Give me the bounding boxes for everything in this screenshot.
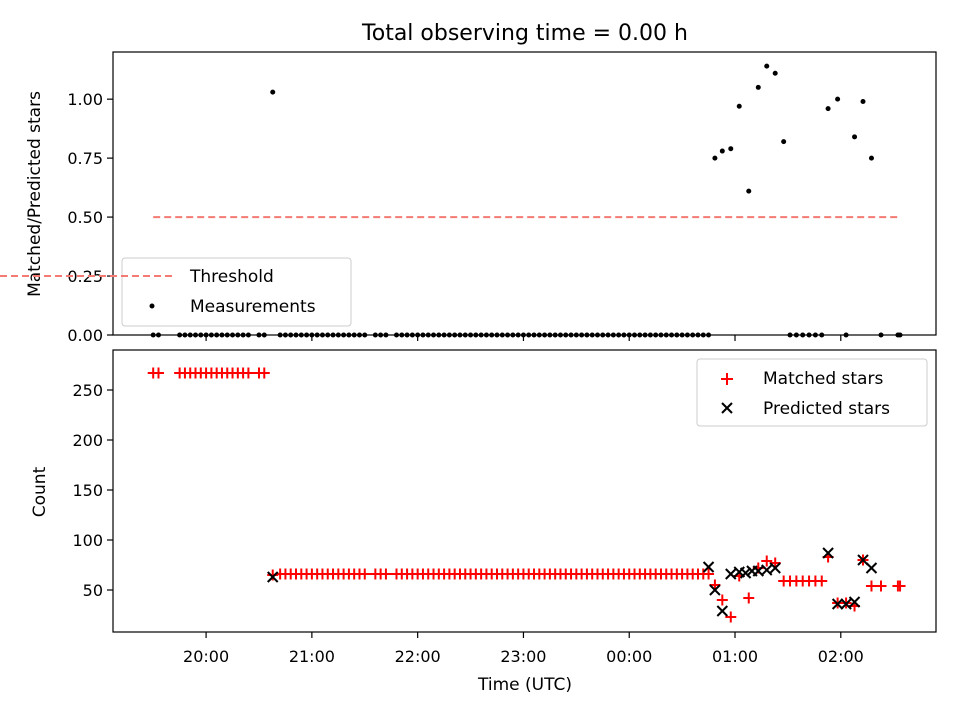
count-x-axis-label: Time (UTC)	[477, 675, 572, 695]
count-y-axis: 50 100 150 200 250	[72, 381, 113, 600]
predicted-star-point	[267, 571, 279, 583]
measurement-point	[772, 70, 778, 76]
count-x-axis: 20:00 21:00 22:00 23:00 00:00 01:00 02:00	[183, 632, 864, 666]
ratio-legend: Threshold Measurements	[0, 257, 352, 327]
ratio-y-axis-label: Matched/Predicted stars	[25, 91, 45, 297]
predicted-star-point	[702, 561, 715, 573]
predicted-star-point	[769, 562, 781, 574]
predicted-star-point	[840, 598, 852, 610]
matched-star-point	[703, 568, 715, 580]
matched-star-point	[816, 575, 828, 587]
measurement-point	[825, 106, 831, 112]
matched-star-point	[894, 580, 906, 592]
count-x-tick-label: 20:00	[183, 647, 229, 666]
measurement-point	[712, 155, 718, 161]
chart-title: Total observing time = 0.00 h	[361, 21, 688, 46]
matched-star-point	[359, 568, 371, 580]
ratio-x-ticks	[205, 335, 842, 341]
measurement-point	[746, 188, 752, 194]
count-y-tick-label: 200	[72, 431, 103, 450]
count-legend-box	[696, 358, 928, 427]
ratio-panel: 0.00 0.25 0.50 0.75 1.00 Matched/Predicted s…	[0, 51, 937, 345]
count-y-tick-label: 50	[83, 581, 103, 600]
predicted-star-point	[848, 596, 861, 608]
matched-star-point	[716, 594, 728, 606]
matched-star-point	[152, 367, 164, 379]
predicted-star-point	[831, 598, 844, 610]
count-x-tick-label: 00:00	[606, 647, 652, 666]
count-legend: Matched stars Predicted stars	[696, 358, 928, 427]
ratio-y-tick-label: 0.75	[67, 149, 103, 168]
measurement-point	[852, 134, 858, 140]
count-x-tick-label: 23:00	[500, 647, 546, 666]
count-panel: 50 100 150 200 250 20:00 21:00 22:00 23:00 00:00…	[30, 349, 937, 695]
predicted-star-point	[865, 562, 878, 574]
ratio-y-axis: 0.00 0.25 0.50 0.75 1.00	[67, 90, 113, 345]
ratio-plot-frame	[112, 51, 937, 336]
ratio-y-tick-label: 0.00	[67, 326, 103, 345]
matched-star-point	[865, 580, 877, 592]
ratio-y-tick-label: 0.25	[67, 267, 103, 286]
count-legend-matched-swatch	[721, 373, 733, 385]
predicted-star-point	[716, 605, 729, 617]
count-y-tick-label: 100	[72, 531, 103, 550]
ratio-legend-threshold-label: Threshold	[189, 267, 274, 287]
count-legend-predicted-label: Predicted stars	[763, 399, 890, 419]
measurement-point	[860, 99, 866, 105]
count-legend-predicted-swatch	[721, 402, 733, 414]
matched-star-point	[242, 367, 254, 379]
count-x-tick-label: 21:00	[289, 647, 335, 666]
matched-star-point	[761, 555, 773, 567]
count-legend-matched-label: Matched stars	[763, 369, 883, 389]
measurement-point	[728, 146, 734, 152]
ratio-legend-measurements-swatch	[149, 303, 155, 309]
matched-star-point	[725, 611, 737, 623]
count-plot-frame	[112, 349, 937, 633]
measurement-point	[835, 96, 841, 102]
ratio-y-tick-label: 0.50	[67, 208, 103, 227]
predicted-star-point	[725, 568, 737, 580]
matched-star-point	[743, 592, 755, 604]
ratio-legend-measurements-label: Measurements	[190, 297, 316, 317]
measurement-point	[868, 155, 874, 161]
count-y-tick-label: 150	[72, 481, 103, 500]
count-x-tick-label: 22:00	[395, 647, 441, 666]
count-y-tick-label: 250	[72, 381, 103, 400]
ratio-y-tick-label: 1.00	[67, 90, 103, 109]
measurement-point	[270, 89, 276, 95]
predicted-star-point	[709, 584, 721, 596]
predicted-star-point	[822, 547, 834, 559]
measurement-point	[736, 103, 742, 109]
matched-star-point	[380, 568, 392, 580]
measurement-point	[719, 148, 725, 154]
measurement-point	[755, 84, 761, 90]
matched-star-point	[258, 367, 270, 379]
predicted-star-point	[761, 564, 773, 576]
count-x-tick-label: 02:00	[818, 647, 864, 666]
measurement-point	[781, 139, 787, 145]
matched-star-point	[875, 580, 887, 592]
ratio-plot-area	[150, 63, 903, 338]
predicted-star-point	[739, 567, 752, 579]
count-x-tick-label: 01:00	[712, 647, 758, 666]
count-plot-area	[147, 367, 906, 623]
measurement-point	[764, 63, 770, 69]
ratio-legend-box	[121, 257, 352, 327]
count-y-axis-label: Count	[30, 466, 50, 517]
